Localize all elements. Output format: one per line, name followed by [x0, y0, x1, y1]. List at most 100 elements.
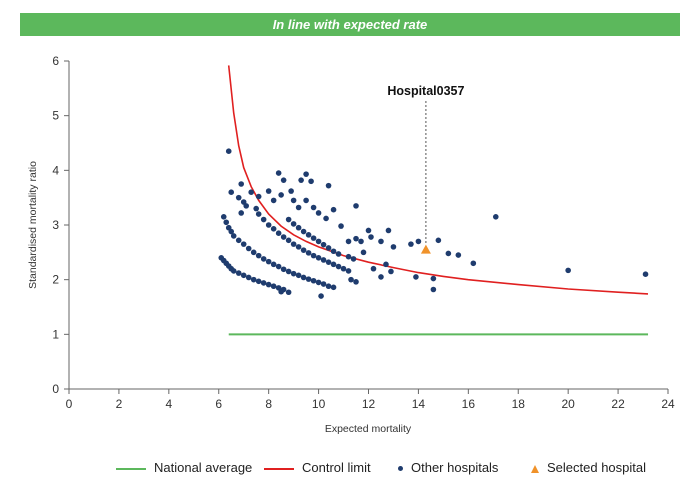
- hospital-point: [255, 278, 262, 285]
- hospital-point: [275, 263, 282, 270]
- hospital-point: [265, 188, 272, 194]
- y-tick-label: 1: [52, 327, 59, 341]
- x-tick-label: 22: [611, 397, 625, 411]
- hospital-point: [238, 181, 245, 187]
- hospital-point: [295, 244, 302, 250]
- hospital-point: [290, 221, 297, 227]
- hospital-point: [270, 226, 277, 232]
- hospital-point: [285, 289, 292, 296]
- hospital-point: [642, 271, 649, 277]
- hospital-point: [285, 237, 292, 244]
- hospital-point: [228, 228, 235, 235]
- hospital-point: [228, 189, 235, 195]
- hospital-point: [315, 238, 322, 245]
- x-tick-label: 6: [215, 397, 222, 411]
- hospital-point: [358, 238, 364, 245]
- hospital-point: [470, 260, 477, 267]
- hospital-point: [240, 272, 247, 279]
- y-axis-label: Standardised mortality ratio: [27, 161, 39, 289]
- x-tick-label: 20: [561, 397, 575, 411]
- hospital-point: [298, 177, 304, 183]
- hospital-point: [330, 206, 337, 213]
- x-tick-label: 10: [312, 397, 326, 411]
- legend-label: Selected hospital: [547, 460, 647, 475]
- hospital-point: [255, 193, 262, 200]
- hospital-point: [353, 235, 359, 242]
- chart-legend: National average Control limit Other hos…: [0, 458, 700, 478]
- hospital-point: [365, 227, 372, 234]
- hospital-point: [445, 250, 452, 257]
- legend-label: Other hospitals: [411, 460, 499, 475]
- hospital-point: [260, 256, 267, 262]
- x-tick-label: 24: [661, 397, 675, 411]
- hospital-point: [250, 276, 257, 283]
- hospital-point: [235, 270, 242, 276]
- y-tick-label: 6: [52, 54, 59, 68]
- hospital-point: [265, 258, 272, 265]
- hospital-point: [240, 241, 247, 247]
- hospital-point: [270, 261, 277, 268]
- hospital-point: [455, 252, 462, 258]
- hospital-point: [323, 215, 329, 222]
- hospital-point: [270, 197, 277, 204]
- hospital-point: [492, 214, 499, 220]
- hospital-point: [275, 170, 282, 176]
- hospital-point: [260, 280, 267, 286]
- selected-hospital-marker: [420, 244, 431, 254]
- x-tick-label: 8: [265, 397, 272, 411]
- hospital-point: [300, 228, 307, 235]
- hospital-point: [295, 224, 302, 231]
- x-tick-label: 16: [462, 397, 476, 411]
- hospital-point: [265, 281, 272, 288]
- hospital-point: [238, 210, 245, 216]
- hospital-point: [408, 241, 414, 247]
- x-axis-label: Expected mortality: [325, 423, 412, 435]
- hospital-point: [325, 182, 332, 189]
- hospital-point: [253, 205, 259, 212]
- y-tick-label: 0: [52, 382, 59, 396]
- hospital-point: [305, 232, 312, 238]
- hospital-point: [565, 267, 571, 274]
- hospital-point: [345, 238, 352, 245]
- legend-item-other-hospitals: Other hospitals: [397, 458, 498, 478]
- hospital-point: [335, 263, 342, 270]
- hospital-point: [220, 214, 227, 220]
- hospital-point: [225, 148, 232, 154]
- hospital-point: [255, 211, 262, 217]
- hospital-point: [278, 192, 284, 198]
- hospital-point: [300, 274, 307, 281]
- hospital-point: [383, 261, 389, 268]
- hospital-point: [430, 275, 437, 282]
- hospital-point: [353, 203, 359, 209]
- y-tick-label: 2: [52, 273, 59, 287]
- hospital-point: [305, 276, 312, 282]
- hospital-point: [330, 261, 337, 268]
- hospital-point: [230, 268, 237, 274]
- hospital-point: [315, 210, 322, 216]
- legend-triangle-swatch: [531, 464, 539, 473]
- hospital-point: [295, 204, 302, 211]
- hospital-point: [305, 250, 312, 256]
- hospital-point: [330, 284, 337, 291]
- hospital-point: [308, 178, 314, 185]
- x-tick-label: 12: [362, 397, 376, 411]
- hospital-point: [430, 286, 437, 293]
- legend-item-control-limit: Control limit: [264, 458, 371, 478]
- hospital-point: [325, 245, 332, 251]
- x-tick-label: 0: [66, 397, 73, 411]
- hospital-point: [338, 223, 344, 229]
- hospital-point: [435, 237, 442, 244]
- hospital-point: [223, 219, 230, 226]
- hospital-point: [290, 197, 297, 204]
- legend-line-swatch: [116, 467, 146, 470]
- hospital-point: [360, 249, 367, 256]
- hospital-point: [250, 249, 257, 256]
- hospital-point: [388, 268, 394, 275]
- banner-title: In line with expected rate: [272, 17, 428, 32]
- y-tick-label: 3: [52, 218, 59, 232]
- hospital-point: [310, 204, 317, 211]
- hospital-point: [378, 274, 384, 280]
- hospital-point: [243, 203, 250, 209]
- hospital-point: [280, 177, 287, 183]
- hospital-point: [350, 256, 357, 262]
